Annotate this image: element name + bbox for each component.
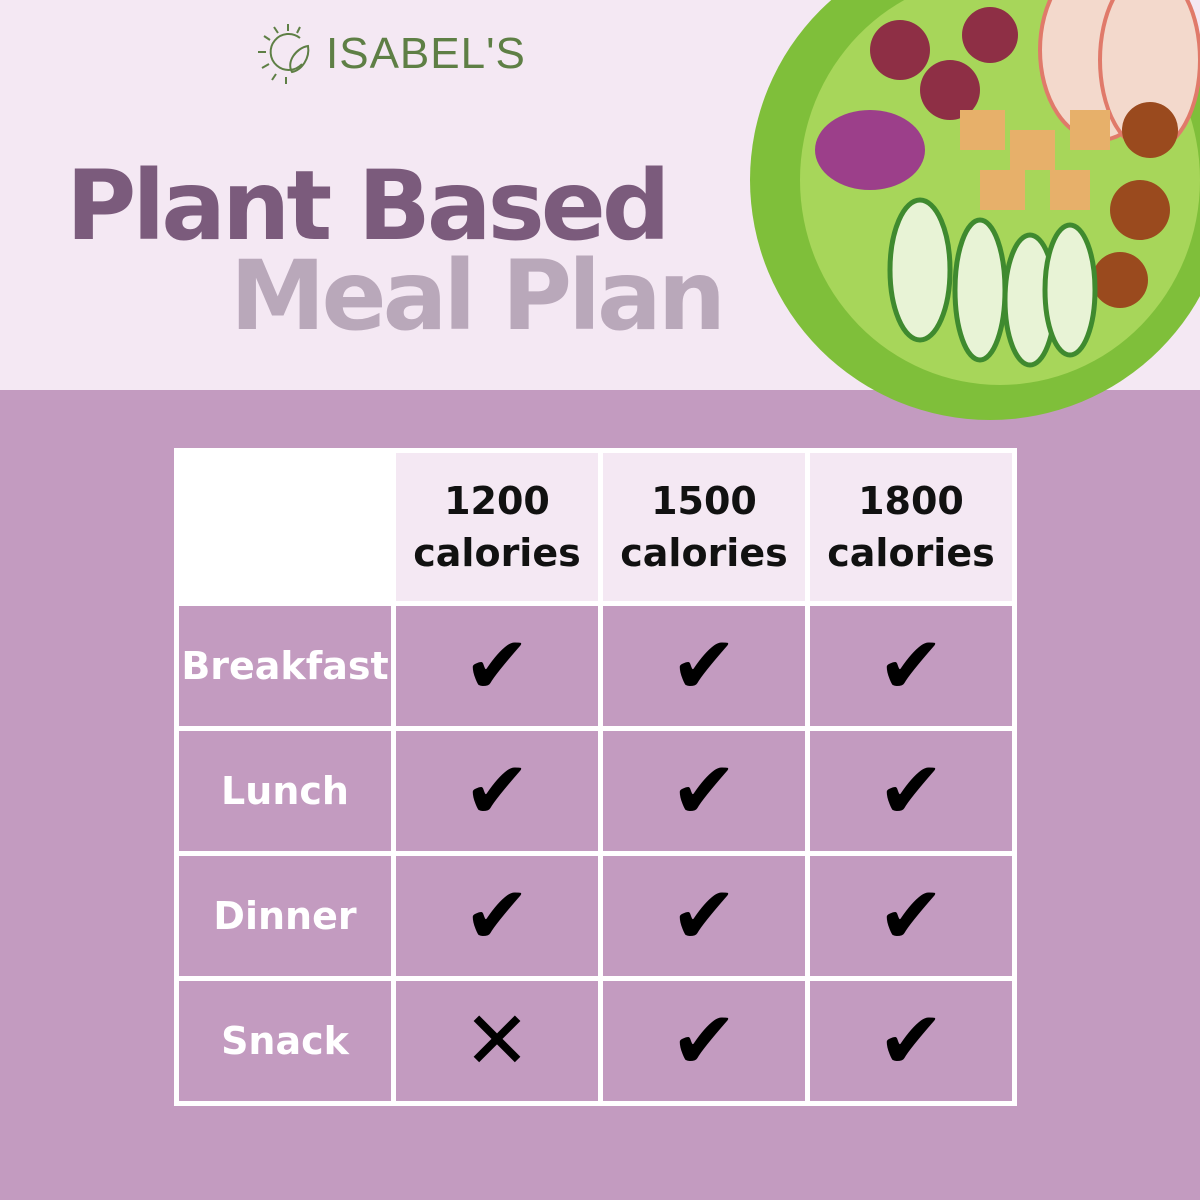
table-header-row: 1200 calories 1500 calories 1800 calories [174,448,1017,606]
sun-leaf-icon [258,24,310,84]
table-row-snack: Snack ✕ ✔ ✔ [174,976,1017,1106]
check-icon: ✔ [805,601,1017,731]
check-icon: ✔ [598,726,810,856]
column-header-1500: 1500 calories [598,448,810,606]
row-label: Breakfast [174,601,396,731]
check-icon: ✔ [598,601,810,731]
check-icon: ✔ [391,726,603,856]
column-header-1200: 1200 calories [391,448,603,606]
x-icon: ✕ [391,976,603,1106]
table-row-dinner: Dinner ✔ ✔ ✔ [174,851,1017,981]
check-icon: ✔ [598,976,810,1106]
check-icon: ✔ [805,726,1017,856]
row-label: Dinner [174,851,396,981]
check-icon: ✔ [391,601,603,731]
brand-name: ISABEL'S [326,29,526,78]
check-icon: ✔ [805,851,1017,981]
salad-image [750,0,1200,420]
table-row-lunch: Lunch ✔ ✔ ✔ [174,726,1017,856]
column-header-1800: 1800 calories [805,448,1017,606]
check-icon: ✔ [598,851,810,981]
row-label: Snack [174,976,396,1106]
title-line-1: Plant Based [66,150,671,262]
row-label: Lunch [174,726,396,856]
table-row-breakfast: Breakfast ✔ ✔ ✔ [174,601,1017,731]
check-icon: ✔ [391,851,603,981]
title-line-2: Meal Plan [230,240,726,352]
meal-plan-table: 1200 calories 1500 calories 1800 calories B… [174,448,1017,1106]
check-icon: ✔ [805,976,1017,1106]
corner-cell [174,448,396,606]
brand-logo: ISABEL'S [256,22,526,86]
